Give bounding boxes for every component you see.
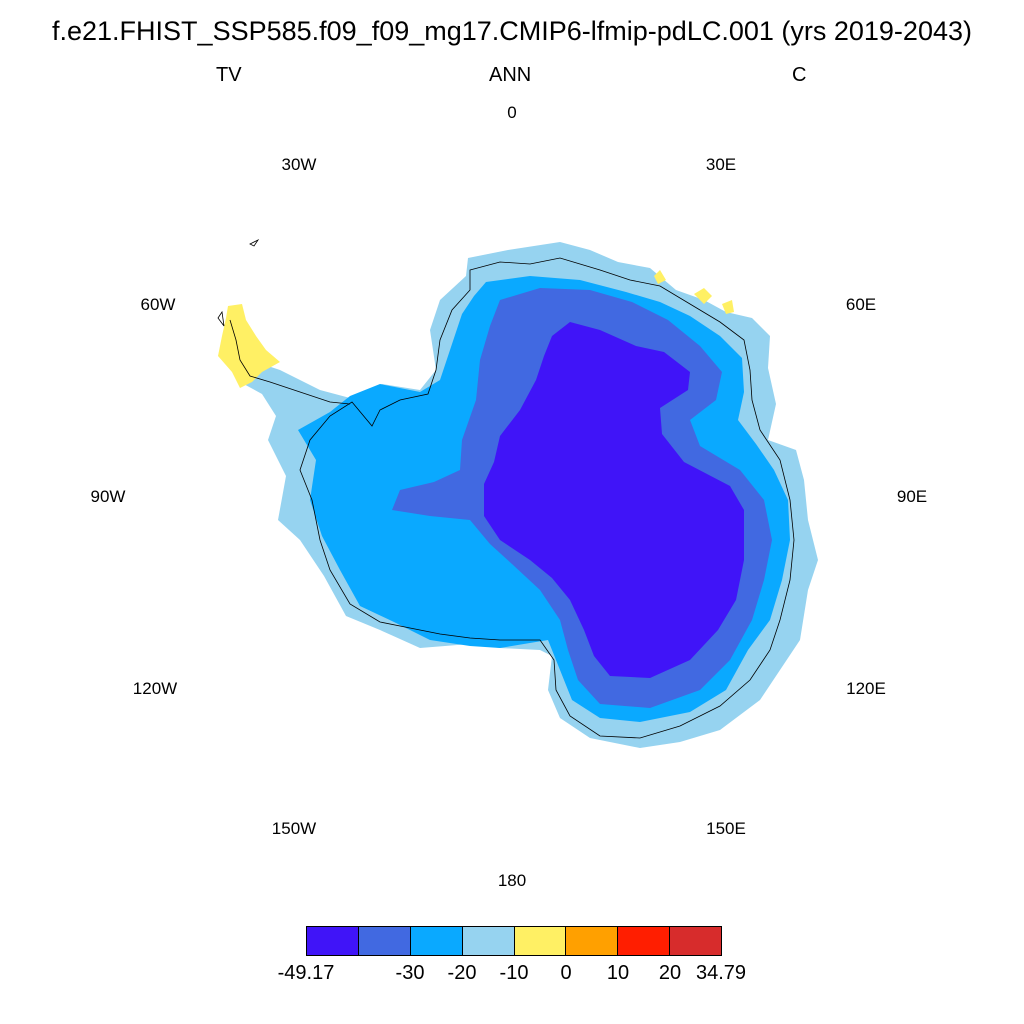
colorbar-box-6 <box>618 927 671 955</box>
lon-label-120w: 120W <box>132 679 178 698</box>
lon-label-90w: 90W <box>90 487 126 506</box>
lon-label-30w: 30W <box>281 155 317 174</box>
colorbar-label-0: -49.17 <box>277 962 335 984</box>
colorbar-box-1 <box>358 927 411 955</box>
coastline-peninsula <box>229 319 351 405</box>
colorbar-label-6: 20 <box>658 962 682 984</box>
coastline-island-2 <box>217 310 225 327</box>
colorbar-box-0 <box>307 927 359 955</box>
colorbar-label-2: -20 <box>447 962 477 984</box>
right-string: C <box>792 64 807 86</box>
warm-patch-coast-1 <box>694 288 712 304</box>
left-string: TV <box>216 64 242 86</box>
warm-patch-coast-2 <box>654 270 666 284</box>
lon-label-150w: 150W <box>271 819 317 838</box>
colorbar-box-7 <box>670 927 721 955</box>
lon-label-150e: 150E <box>706 819 746 838</box>
band-below-neg30 <box>484 322 744 678</box>
colorbar-label-7: 34.79 <box>695 962 747 984</box>
colorbar-label-1: -30 <box>395 962 425 984</box>
lon-label-60w: 60W <box>140 295 176 314</box>
warm-patch-coast-3 <box>722 300 734 314</box>
colorbar-label-3: -10 <box>499 962 529 984</box>
temperature-shading <box>218 242 818 748</box>
colorbar-box-2 <box>410 927 463 955</box>
colorbar-label-5: 10 <box>606 962 630 984</box>
colorbar-box-4 <box>514 927 567 955</box>
coastline-island <box>249 238 260 247</box>
colorbar-box-5 <box>566 927 619 955</box>
lon-label-60e: 60E <box>845 295 877 314</box>
coastline <box>217 238 795 739</box>
lon-label-30e: 30E <box>705 155 737 174</box>
warm-patch-peninsula <box>218 304 280 388</box>
plot-title: f.e21.FHIST_SSP585.f09_f09_mg17.CMIP6-lf… <box>52 16 972 46</box>
coastline-main <box>299 257 795 739</box>
colorbar-label-4: 0 <box>560 962 572 984</box>
lon-label-120e: 120E <box>846 679 886 698</box>
lon-label-180: 180 <box>497 871 527 890</box>
center-string: ANN <box>489 64 532 86</box>
lon-label-0: 0 <box>507 103 517 122</box>
lon-label-90e: 90E <box>896 487 928 506</box>
colorbar-box-3 <box>462 927 515 955</box>
colorbar <box>306 926 722 956</box>
